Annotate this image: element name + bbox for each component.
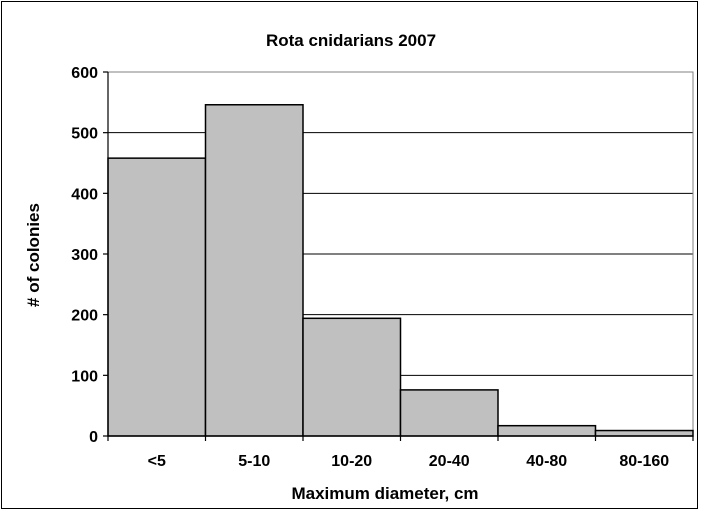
chart-title: Rota cnidarians 2007	[266, 31, 436, 50]
x-tick-label: 80-160	[619, 453, 669, 470]
x-tick-label: 20-40	[429, 453, 470, 470]
y-axis-title: # of colonies	[24, 203, 43, 307]
x-tick-label: <5	[148, 453, 166, 470]
bar-0	[107, 157, 207, 437]
x-tick-label: 10-20	[331, 453, 372, 470]
x-tick-label: 40-80	[526, 453, 567, 470]
bar-4	[497, 424, 597, 437]
bar-5	[594, 429, 694, 437]
x-tick-label: 5-10	[238, 453, 270, 470]
x-axis-title: Maximum diameter, cm	[291, 484, 478, 503]
y-tick-label: 0	[89, 429, 98, 446]
bar-3	[399, 389, 499, 437]
y-tick-label: 100	[71, 368, 98, 385]
y-tick-label: 600	[71, 65, 98, 82]
x-tick-labels: <5 5-10 10-20 20-40 40-80 80-160	[148, 453, 670, 470]
bar-1	[204, 104, 304, 437]
axes	[103, 71, 694, 441]
y-tick-labels: 0 100 200 300 400 500 600	[71, 65, 98, 446]
bar-2	[302, 317, 402, 437]
y-tick-label: 200	[71, 308, 98, 325]
y-tick-label: 400	[71, 186, 98, 203]
bars	[107, 104, 694, 437]
y-tick-label: 500	[71, 126, 98, 143]
y-tick-label: 300	[71, 247, 98, 264]
